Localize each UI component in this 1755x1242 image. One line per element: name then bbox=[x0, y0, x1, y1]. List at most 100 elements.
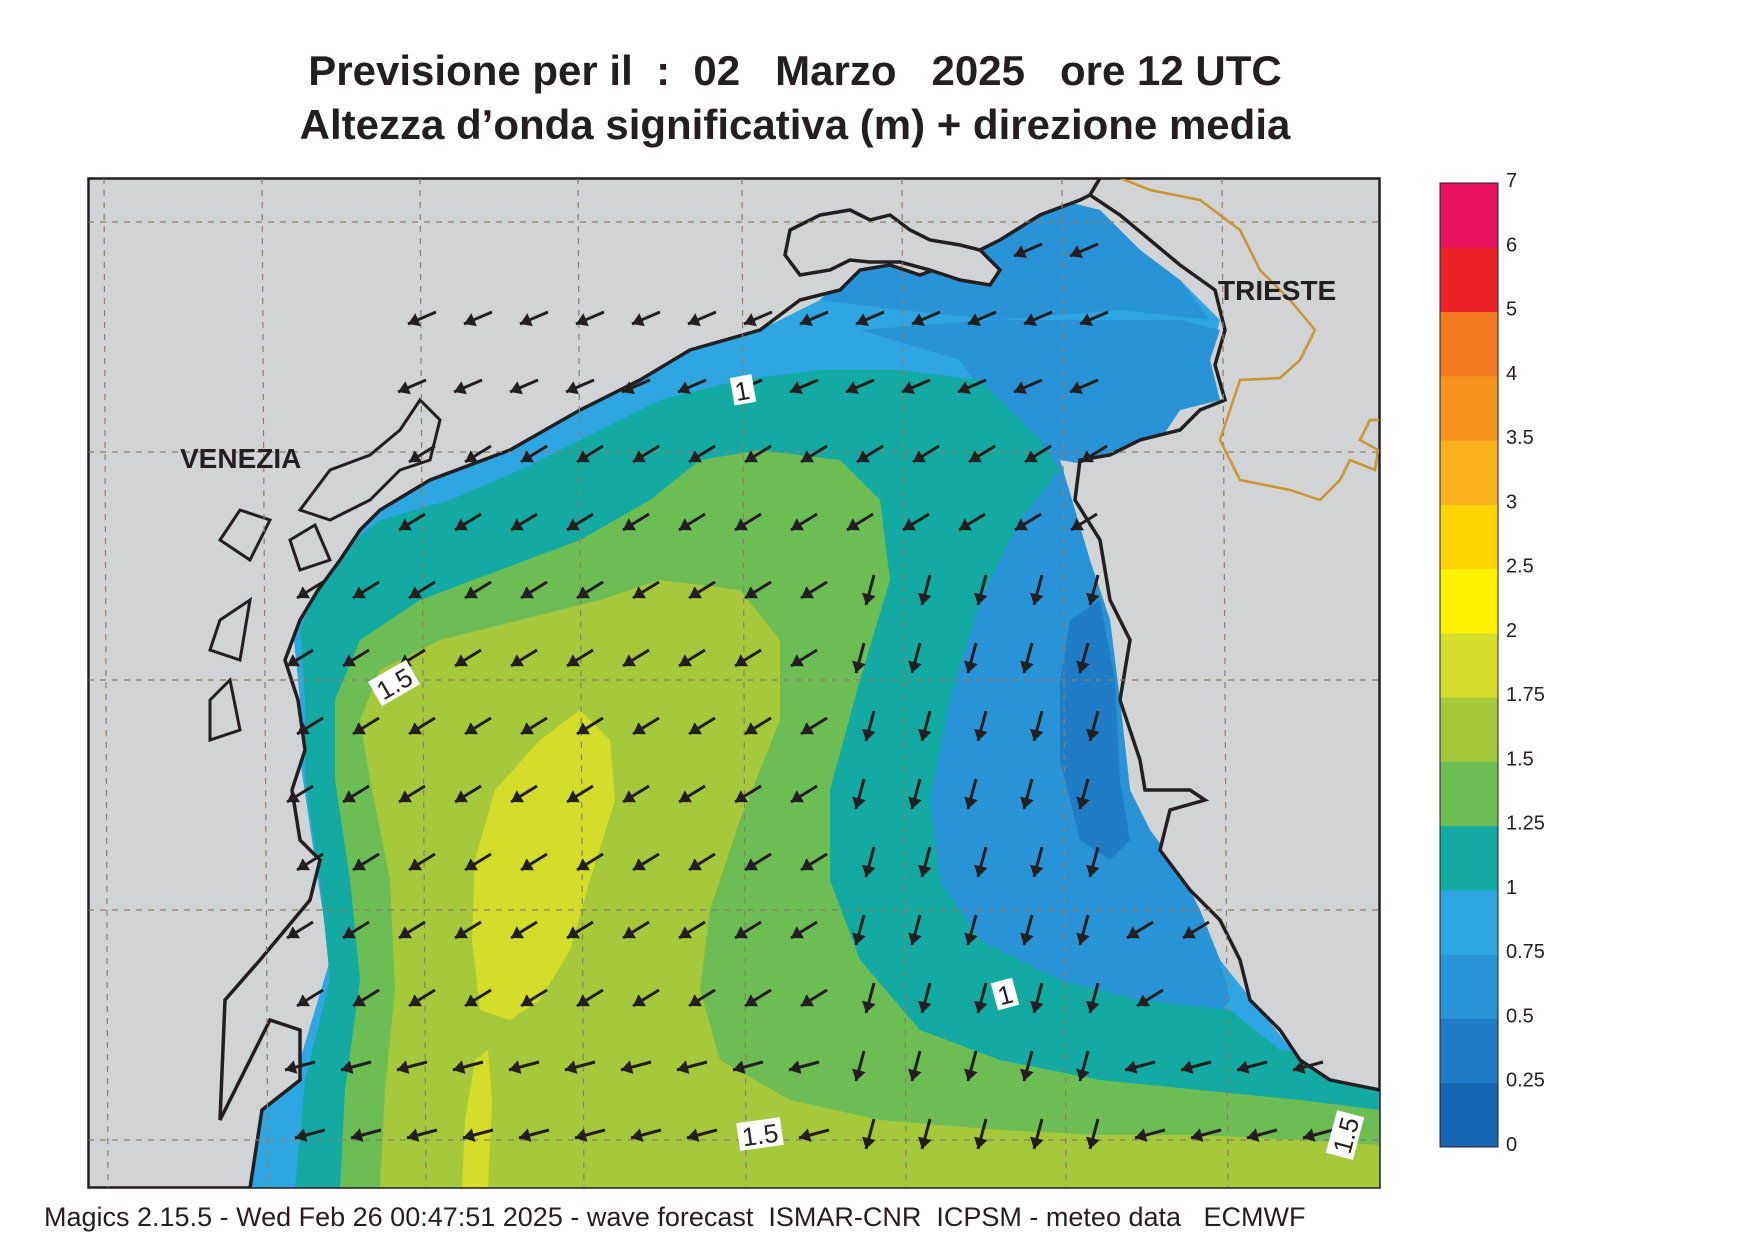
wave-direction-arrow bbox=[453, 378, 483, 395]
wave-direction-arrow bbox=[862, 982, 876, 1014]
national-border bbox=[1119, 178, 1380, 502]
wave-direction-arrow bbox=[1086, 710, 1100, 742]
colorbar-swatch bbox=[1440, 504, 1498, 570]
wave-direction-arrow bbox=[296, 988, 324, 1008]
wave-direction-arrow bbox=[286, 784, 314, 804]
colorbar-swatch bbox=[1440, 247, 1498, 313]
wave-direction-arrow bbox=[464, 580, 492, 600]
colorbar-swatch bbox=[1440, 632, 1498, 698]
wave-direction-arrow bbox=[901, 378, 931, 395]
wave-direction-arrow bbox=[454, 920, 482, 940]
wave-direction-arrow bbox=[462, 1128, 494, 1142]
wave-direction-arrow bbox=[1013, 242, 1043, 259]
wave-direction-arrow bbox=[1076, 1050, 1090, 1082]
wave-direction-arrow bbox=[845, 378, 875, 395]
wave-direction-arrow bbox=[576, 852, 604, 872]
colorbar-swatch bbox=[1440, 889, 1498, 955]
wave-direction-arrow bbox=[911, 310, 941, 327]
title-line-2: Altezza d’onda significativa (m) + direz… bbox=[299, 101, 1291, 148]
colorbar-tick-label: 2 bbox=[1506, 620, 1517, 642]
wave-direction-arrow bbox=[464, 444, 492, 464]
colorbar-tick-label: 1.5 bbox=[1506, 748, 1534, 770]
wave-direction-arrow bbox=[964, 642, 978, 674]
wave-direction-arrow bbox=[632, 580, 660, 600]
colorbar-swatch bbox=[1440, 954, 1498, 1019]
contour-label-1-east: 1 bbox=[990, 977, 1020, 1011]
wave-direction-arrow bbox=[1236, 1060, 1268, 1074]
colorbar-tick-label: 2.5 bbox=[1506, 556, 1534, 578]
sea-band-1.5-1.75 bbox=[360, 580, 1380, 1188]
wave-direction-arrow bbox=[1070, 512, 1098, 532]
wave-direction-arrow bbox=[1069, 242, 1099, 259]
wave-direction-arrow bbox=[974, 982, 988, 1014]
colorbar-swatch bbox=[1440, 311, 1498, 377]
colorbar-swatch bbox=[1440, 697, 1498, 762]
wave-direction-arrow bbox=[1014, 512, 1042, 532]
wave-direction-arrow bbox=[520, 444, 548, 464]
wave-direction-arrow bbox=[286, 648, 314, 668]
wave-direction-arrow bbox=[1020, 1050, 1034, 1082]
colorbar-tick-label: 0 bbox=[1506, 1134, 1517, 1156]
sea-band-0.5-0.75 bbox=[860, 320, 1230, 1040]
wave-direction-arrow bbox=[398, 784, 426, 804]
sea-band-0.5-0.75-north bbox=[820, 200, 1210, 320]
wave-direction-arrow bbox=[676, 1060, 708, 1074]
wave-direction-arrow bbox=[908, 642, 922, 674]
wave-direction-arrow bbox=[621, 378, 651, 395]
colorbar-tick-label: 1 bbox=[1506, 877, 1517, 899]
wave-direction-arrow bbox=[408, 852, 436, 872]
wave-direction-arrow bbox=[632, 444, 660, 464]
wave-direction-arrow bbox=[1246, 1128, 1278, 1142]
wave-direction-arrow bbox=[908, 914, 922, 946]
wave-direction-arrow bbox=[566, 512, 594, 532]
city-label-venezia: VENEZIA bbox=[180, 443, 301, 474]
wave-direction-arrow bbox=[678, 784, 706, 804]
wave-direction-arrow bbox=[296, 852, 324, 872]
wave-direction-arrow bbox=[852, 1050, 866, 1082]
wave-direction-arrow bbox=[622, 784, 650, 804]
wave-direction-arrow bbox=[564, 1060, 596, 1074]
colorbar: 0 0.25 0.5 0.75 1 1.25 1.5 1.75 2 2.5 3 3.5 4 5 6 7 bbox=[1439, 170, 1545, 1156]
wave-direction-arrow bbox=[464, 988, 492, 1008]
friuli-coast bbox=[783, 208, 1003, 287]
wave-direction-arrow bbox=[340, 1060, 372, 1074]
colorbar-frame bbox=[1439, 182, 1499, 1148]
sea-band-1.75-2 bbox=[472, 710, 615, 1020]
wave-direction-arrow bbox=[1086, 982, 1100, 1014]
colorbar-swatch bbox=[1440, 375, 1498, 441]
footer-credits: Magics 2.15.5 - Wed Feb 26 00:47:51 2025… bbox=[44, 1202, 1306, 1232]
wave-direction-arrow bbox=[1023, 310, 1053, 327]
wave-direction-arrow bbox=[342, 920, 370, 940]
wave-direction-arrow bbox=[688, 580, 716, 600]
wave-direction-arrow bbox=[408, 988, 436, 1008]
wave-direction-arrow bbox=[1086, 846, 1100, 878]
wave-direction-arrow bbox=[1076, 778, 1090, 810]
wave-direction-arrow bbox=[974, 710, 988, 742]
wave-direction-arrow bbox=[734, 512, 762, 532]
wave-direction-arrows bbox=[284, 242, 1334, 1150]
wave-direction-arrow bbox=[576, 444, 604, 464]
wave-direction-arrow bbox=[1126, 920, 1154, 940]
wave-direction-arrow bbox=[974, 574, 988, 606]
wave-direction-arrow bbox=[622, 512, 650, 532]
wave-direction-arrow bbox=[918, 846, 932, 878]
wave-direction-arrow bbox=[862, 574, 876, 606]
wave-direction-arrow bbox=[800, 716, 828, 736]
wave-direction-arrow bbox=[632, 988, 660, 1008]
wave-direction-arrow bbox=[852, 778, 866, 810]
wave-direction-arrow bbox=[454, 784, 482, 804]
city-label-trieste: TRIESTE bbox=[1218, 275, 1336, 306]
colorbar-swatch bbox=[1440, 761, 1498, 827]
wave-direction-arrow bbox=[957, 378, 987, 395]
graticule bbox=[88, 178, 1380, 1188]
wave-direction-arrow bbox=[678, 512, 706, 532]
wave-direction-arrow bbox=[296, 580, 324, 600]
wave-direction-arrow bbox=[1086, 1118, 1100, 1150]
wave-direction-arrow bbox=[622, 648, 650, 668]
wave-direction-arrow bbox=[1180, 1060, 1212, 1074]
colorbar-swatch bbox=[1440, 1082, 1498, 1148]
wave-direction-arrow bbox=[620, 1060, 652, 1074]
wave-direction-arrow bbox=[678, 648, 706, 668]
wave-direction-arrow bbox=[744, 716, 772, 736]
map-frame bbox=[87, 177, 1381, 1189]
